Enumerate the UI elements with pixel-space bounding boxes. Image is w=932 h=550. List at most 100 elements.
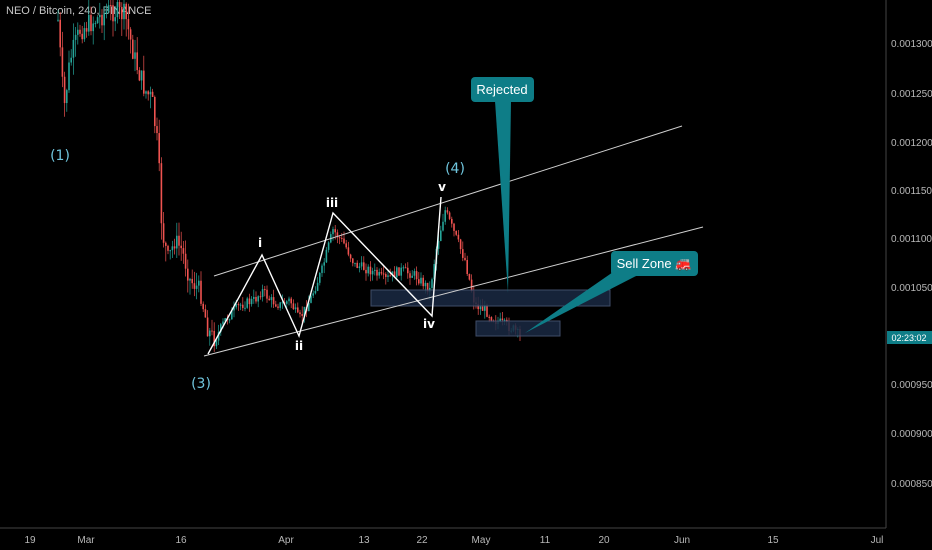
candle-body	[160, 163, 163, 224]
rejected-label: Rejected	[476, 82, 527, 97]
candle-body	[391, 271, 394, 276]
candle-body	[81, 33, 83, 40]
candle-body	[134, 52, 136, 59]
sell-zone-label: Sell Zone 🚒	[617, 256, 692, 271]
candle-body	[68, 62, 70, 91]
candle-body	[222, 321, 224, 325]
date-tick: 16	[175, 535, 187, 546]
degree-label-1: (1)	[50, 148, 70, 164]
candle-body	[338, 237, 341, 239]
candle-body	[138, 70, 141, 81]
candle-body	[424, 282, 427, 287]
candle-body	[299, 312, 301, 315]
candle-body	[409, 273, 411, 278]
candle-body	[468, 273, 471, 280]
candle-body	[290, 298, 292, 304]
candle-body	[79, 29, 81, 34]
candle-body	[442, 221, 444, 231]
price-tick: 0.001300	[891, 39, 932, 50]
candle-body	[239, 304, 242, 306]
candle-body	[310, 295, 312, 303]
candle-body	[437, 240, 440, 249]
candle-body	[235, 304, 237, 308]
candle-body	[264, 289, 266, 291]
candle-body	[94, 23, 97, 25]
candle-body	[145, 91, 147, 94]
candle-body	[466, 260, 468, 274]
candle-body	[402, 267, 405, 269]
date-tick: 20	[598, 535, 610, 546]
date-tick: May	[472, 535, 491, 546]
candle-body	[279, 302, 281, 308]
candle-body	[499, 318, 501, 322]
candle-body	[202, 303, 204, 310]
candle-body	[356, 262, 358, 268]
candle-body	[231, 310, 233, 320]
resistance-zone-lower	[475, 320, 561, 337]
candle-body	[211, 330, 213, 332]
price-axis[interactable]: 0.001300 0.001250 0.001200 0.001150 0.00…	[891, 39, 932, 490]
candle-body	[255, 296, 257, 302]
candle-body	[242, 304, 244, 308]
candle-body	[127, 19, 130, 30]
candle-body	[136, 52, 138, 71]
candle-body	[266, 289, 268, 299]
candle-body	[281, 302, 284, 304]
candle-body	[189, 278, 191, 281]
candle-body	[165, 242, 167, 246]
candle-body	[455, 230, 457, 235]
candle-body	[248, 298, 251, 305]
candle-body	[103, 13, 105, 26]
candle-body	[253, 296, 255, 299]
candle-body	[319, 272, 321, 283]
candle-body	[400, 267, 402, 276]
candle-body	[327, 242, 330, 250]
candle-body	[321, 265, 323, 273]
candle-body	[114, 17, 116, 22]
candle-body	[268, 298, 270, 301]
candle-body	[433, 264, 435, 280]
candle-body	[367, 266, 369, 274]
candle-body	[261, 289, 264, 297]
candle-body	[198, 280, 200, 286]
sell-zone-callout[interactable]: Sell Zone 🚒	[525, 251, 698, 333]
candle-body	[316, 282, 319, 291]
candle-body	[477, 304, 479, 310]
candle-body	[358, 266, 361, 268]
candle-body	[481, 306, 484, 311]
candle-body	[470, 279, 473, 292]
candle-body	[63, 76, 66, 104]
candle-body	[77, 29, 79, 35]
candle-body	[303, 306, 306, 316]
candle-body	[110, 5, 112, 7]
candle-body	[112, 5, 114, 22]
candle-body	[171, 246, 174, 251]
candle-body	[464, 257, 466, 261]
candle-body	[314, 290, 317, 294]
candle-body	[380, 272, 383, 274]
candle-body	[270, 297, 273, 301]
elliott-wave-path	[207, 196, 442, 355]
candle-body	[382, 273, 385, 275]
candle-body	[88, 14, 90, 32]
candle-body	[360, 262, 363, 267]
resistance-zone-upper	[370, 289, 611, 307]
channel-lower-line	[203, 226, 704, 357]
candle-body	[451, 218, 453, 224]
candle-body	[440, 230, 442, 241]
candle-body	[341, 237, 343, 239]
candle-body	[418, 279, 420, 284]
candle-body	[490, 317, 493, 321]
candle-body	[393, 271, 396, 278]
candle-body	[453, 223, 455, 231]
candle-body	[396, 267, 398, 278]
candle-body	[336, 232, 339, 238]
candle-body	[347, 247, 350, 255]
candle-body	[57, 19, 59, 21]
candle-body	[250, 298, 253, 305]
time-axis[interactable]: 19 Mar 16 Apr 13 22 May 11 20 Jun 15 Jul	[24, 535, 883, 546]
candle-body	[74, 34, 77, 40]
rejected-callout[interactable]: Rejected	[471, 77, 534, 293]
candle-body	[149, 91, 152, 95]
